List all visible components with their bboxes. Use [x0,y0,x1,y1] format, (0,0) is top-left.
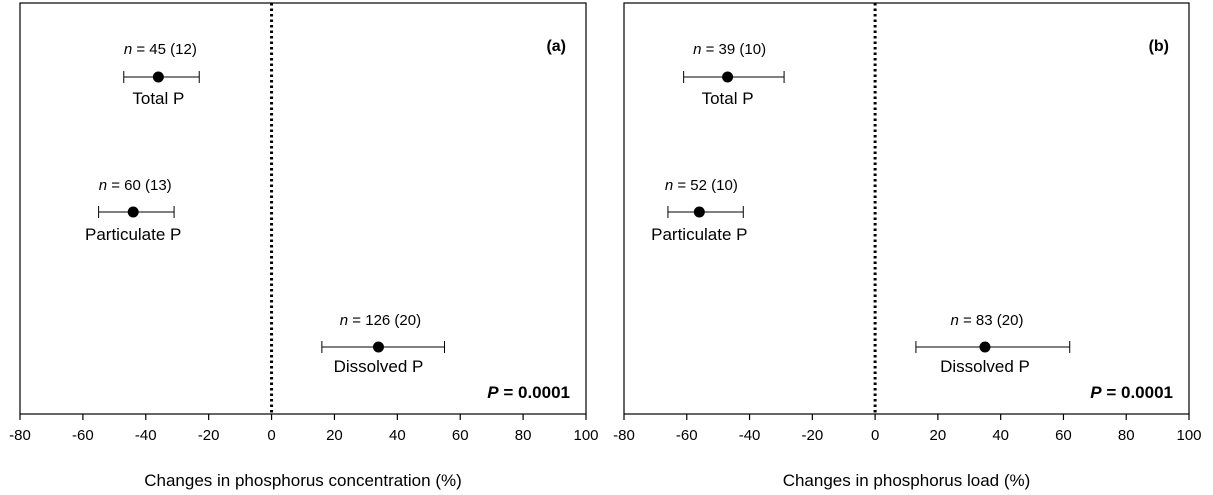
data-point-dissolved-p: n = 126 (20) Dissolved P [321,312,445,376]
x-tick-label: 100 [1176,427,1201,444]
sample-size-label: n = 52 (10) [665,177,738,194]
data-point-total-p: n = 39 (10) Total P [683,41,785,108]
x-axis-label: Changes in phosphorus concentration (%) [144,471,462,490]
x-tick-label: 80 [1118,427,1135,444]
mean-marker [127,206,139,218]
category-label: Total P [702,89,754,108]
sample-size-label: n = 39 (10) [693,41,766,58]
sample-size-label: n = 83 (20) [950,312,1023,329]
x-tick-label: -40 [135,427,157,444]
n-symbol: n [950,312,958,329]
x-tick-label: 60 [1055,427,1072,444]
n-value: = 52 (10) [673,177,738,194]
n-symbol: n [693,41,701,58]
p-value-annotation: P = 0.0001 [487,383,570,402]
x-axis-label: Changes in phosphorus load (%) [783,471,1031,490]
p-value-text: = 0.0001 [499,383,570,402]
n-symbol: n [340,312,348,329]
x-tick-label: 60 [452,427,469,444]
sample-size-label: n = 60 (13) [99,177,172,194]
plot-frame [19,2,587,415]
n-value: = 45 (12) [132,41,197,58]
x-tick-label: -60 [676,427,698,444]
x-tick-label: 20 [930,427,947,444]
x-tick-label: 100 [573,427,598,444]
x-tick-label: 0 [267,427,275,444]
n-value: = 60 (13) [107,177,172,194]
panel-letter: (a) [546,38,566,55]
n-value: = 126 (20) [348,312,421,329]
x-tick-label: -60 [72,427,94,444]
data-point-particulate-p: n = 52 (10) Particulate P [651,177,747,244]
p-value-annotation: P = 0.0001 [1090,383,1173,402]
x-tick-label: 40 [389,427,406,444]
x-tick-label: -20 [801,427,823,444]
sample-size-label: n = 126 (20) [340,312,421,329]
panel-a: -80 -60 -40 -20 0 20 40 60 80 100 Changes in phosp… [9,2,599,490]
p-value-symbol: P [1090,383,1102,402]
mean-marker [152,71,164,83]
x-tick-label: 0 [871,427,879,444]
p-value-symbol: P [487,383,499,402]
data-point-particulate-p: n = 60 (13) Particulate P [85,177,181,244]
x-tick-label: -80 [613,427,635,444]
panel-b: -80 -60 -40 -20 0 20 40 60 80 100 Changes in phosp… [613,2,1202,490]
n-value: = 83 (20) [959,312,1024,329]
n-symbol: n [124,41,132,58]
mean-marker [979,341,991,353]
n-symbol: n [99,177,107,194]
plot-frame [623,2,1190,415]
data-point-dissolved-p: n = 83 (20) Dissolved P [915,312,1071,376]
category-label: Dissolved P [940,357,1030,376]
n-value: = 39 (10) [701,41,766,58]
category-label: Particulate P [651,225,747,244]
p-value-text: = 0.0001 [1102,383,1173,402]
sample-size-label: n = 45 (12) [124,41,197,58]
n-symbol: n [665,177,673,194]
panel-letter: (b) [1149,38,1169,55]
x-tick-label: 80 [515,427,532,444]
mean-marker [693,206,705,218]
x-tick-label: -20 [198,427,220,444]
mean-marker [372,341,384,353]
category-label: Particulate P [85,225,181,244]
category-label: Dissolved P [334,357,424,376]
mean-marker [722,71,734,83]
x-tick-label: 40 [992,427,1009,444]
x-tick-label: -40 [739,427,761,444]
data-point-total-p: n = 45 (12) Total P [123,41,200,108]
category-label: Total P [132,89,184,108]
x-tick-label: 20 [326,427,343,444]
x-tick-label: -80 [9,427,31,444]
